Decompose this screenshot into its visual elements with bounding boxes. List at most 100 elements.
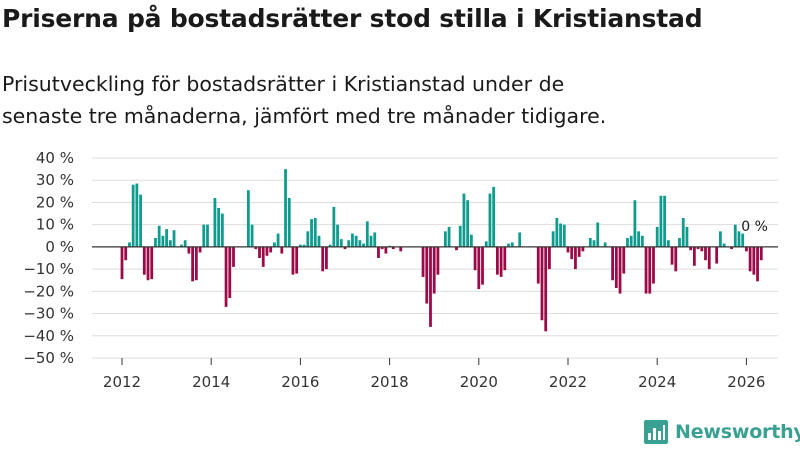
bar	[369, 235, 373, 247]
bar	[518, 232, 522, 247]
bar	[220, 213, 224, 247]
bar	[611, 246, 614, 281]
bar	[154, 238, 157, 247]
x-tick-label: 2022	[549, 373, 587, 391]
x-tick-label: 2014	[192, 373, 230, 391]
bar	[455, 246, 458, 251]
bar	[689, 246, 693, 251]
bar	[581, 246, 585, 252]
bar	[302, 244, 306, 247]
bar	[715, 246, 719, 264]
bar	[629, 235, 633, 247]
bar	[272, 242, 276, 247]
y-tick-label: −10 %	[23, 260, 74, 278]
bar	[120, 246, 124, 280]
bar	[540, 246, 544, 321]
brand-name: Newsworthy	[675, 421, 800, 443]
bar	[637, 231, 641, 247]
bar	[306, 231, 310, 247]
y-tick-label: −30 %	[23, 305, 74, 323]
bar	[191, 246, 195, 282]
y-axis-ticks: 40 % 30 % 20 % 10 % 0 % −10 % −20 % −30 % −40 % −…	[23, 149, 74, 367]
x-tick-label: 2026	[727, 373, 765, 391]
bar	[187, 246, 191, 254]
bar	[269, 246, 273, 253]
bar	[733, 224, 737, 247]
bar	[544, 246, 548, 332]
bar	[325, 246, 328, 270]
bar	[128, 242, 131, 247]
bar	[652, 246, 655, 284]
bar	[131, 184, 135, 247]
bar	[391, 246, 395, 250]
bar	[258, 246, 261, 258]
bar	[198, 246, 202, 253]
bar	[674, 246, 678, 272]
bar	[206, 224, 209, 247]
bar	[250, 224, 254, 247]
bar	[224, 246, 228, 307]
bar	[458, 225, 462, 247]
bar	[685, 226, 689, 247]
bar	[135, 183, 139, 247]
bar	[284, 169, 287, 247]
bar	[462, 193, 466, 247]
bar	[228, 246, 232, 298]
bar	[317, 235, 321, 247]
bar	[254, 246, 258, 250]
bar	[704, 246, 707, 261]
bar	[730, 246, 733, 250]
bar	[633, 200, 637, 247]
bar	[495, 246, 499, 275]
brand-logo: Newsworthy	[644, 420, 800, 444]
bar	[640, 235, 644, 247]
bar	[536, 246, 540, 284]
bar	[443, 231, 447, 247]
bar	[351, 233, 354, 247]
y-tick-label: 10 %	[36, 216, 74, 234]
bar	[759, 246, 763, 261]
bar	[696, 246, 700, 250]
bar	[373, 232, 377, 247]
bar	[737, 231, 741, 247]
bar	[377, 246, 380, 258]
bar	[139, 194, 142, 247]
bar	[566, 246, 570, 253]
bar	[614, 246, 618, 288]
y-tick-label: 20 %	[36, 193, 74, 211]
bar	[265, 246, 269, 256]
bar	[362, 243, 365, 247]
bar	[603, 242, 607, 247]
bar	[570, 246, 574, 260]
bar	[310, 219, 313, 247]
bar	[503, 246, 507, 271]
bar	[328, 244, 332, 247]
bar	[321, 246, 325, 272]
y-tick-label: −40 %	[23, 327, 74, 345]
bar	[280, 246, 284, 254]
bar	[287, 198, 291, 247]
bar	[421, 246, 425, 277]
y-tick-label: −20 %	[23, 282, 74, 300]
bar	[577, 246, 581, 257]
x-tick-label: 2020	[460, 373, 498, 391]
y-tick-label: 40 %	[36, 149, 74, 167]
bar	[551, 231, 555, 247]
bar	[165, 229, 168, 247]
x-tick-label: 2016	[281, 373, 319, 391]
bar	[666, 240, 670, 247]
bar	[447, 226, 451, 247]
chart-title: Priserna på bostadsrätter stod stilla i …	[2, 4, 703, 33]
y-tick-label: −50 %	[23, 349, 74, 367]
bar	[481, 246, 484, 285]
bar	[469, 234, 473, 247]
bar	[718, 231, 722, 247]
y-tick-label: 30 %	[36, 171, 74, 189]
bar	[655, 226, 659, 247]
bar	[217, 208, 221, 247]
bar	[425, 246, 429, 304]
bar	[299, 244, 302, 247]
bar	[168, 240, 172, 247]
x-tick-label: 2012	[103, 373, 141, 391]
